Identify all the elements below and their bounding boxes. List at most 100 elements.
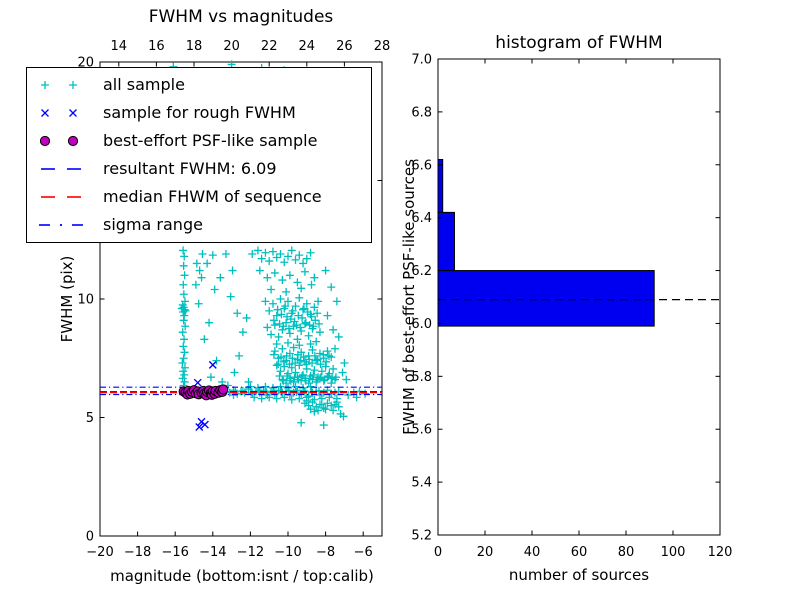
- scatter-plus-marker: [203, 259, 212, 268]
- scatter-plus-marker: [327, 379, 336, 388]
- scatter-plus-marker: [296, 323, 305, 332]
- scatter-plus-marker: [319, 404, 328, 413]
- scatter-plus-marker: [329, 364, 338, 373]
- scatter-plus-marker: [299, 370, 308, 379]
- scatter-plus-marker: [300, 267, 309, 276]
- scatter-plus-marker: [310, 407, 319, 416]
- histogram-bar: [437, 158, 444, 213]
- legend-item: all sample: [35, 72, 367, 99]
- scatter-plus-marker: [311, 316, 320, 325]
- scatter-plus-marker: [263, 323, 272, 332]
- scatter-plus-marker: [306, 248, 315, 257]
- scatter-plus-marker: [272, 394, 281, 403]
- scatter-plus-marker: [180, 370, 189, 379]
- tick-label: 24: [299, 39, 316, 54]
- scatter-plus-marker: [178, 328, 187, 337]
- scatter-plus-marker: [295, 341, 304, 350]
- scatter-plus-marker: [284, 338, 292, 347]
- scatter-plus-marker: [269, 386, 278, 395]
- scatter-plus-marker: [272, 311, 281, 320]
- scatter-plus-marker: [284, 324, 293, 333]
- scatter-plus-marker: [265, 306, 274, 315]
- tick-label: 14: [111, 39, 128, 54]
- scatter-plus-marker: [275, 372, 284, 381]
- scatter-plus-marker: [274, 360, 283, 369]
- scatter-plus-marker: [248, 249, 257, 258]
- scatter-plus-marker: [310, 366, 319, 375]
- tick-label: 18: [186, 39, 203, 54]
- tick-label: 6.0: [411, 317, 432, 332]
- scatter-plus-marker: [319, 421, 328, 430]
- histogram-bar: [437, 211, 455, 272]
- scatter-dot-marker: [218, 384, 229, 395]
- legend-item-label: best-effort PSF-like sample: [103, 131, 318, 150]
- scatter-plus-marker: [298, 313, 307, 322]
- legend-item: best-effort PSF-like sample: [35, 128, 367, 155]
- scatter-plus-marker: [279, 376, 288, 385]
- scatter-plus-marker: [180, 271, 189, 280]
- scatter-plus-marker: [198, 249, 207, 258]
- scatter-plus-marker: [288, 306, 297, 315]
- scatter-plus-marker: [254, 386, 263, 395]
- tick-label: −6: [354, 545, 373, 560]
- tick-label: 5.4: [411, 476, 432, 491]
- tick-label: 28: [374, 39, 391, 54]
- scatter-plus-marker: [235, 351, 244, 360]
- tick-label: 6.2: [411, 264, 432, 279]
- scatter-plus-marker: [179, 342, 188, 351]
- scatter-plus-marker: [327, 283, 336, 292]
- scatter-plus-marker: [312, 337, 321, 346]
- tick-label: −10: [274, 545, 301, 560]
- scatter-plus-marker: [293, 335, 302, 344]
- tick-label: 26: [336, 39, 353, 54]
- scatter-x-marker: [208, 360, 217, 369]
- scatter-plus-marker: [339, 412, 348, 421]
- tick-label: 60: [571, 545, 588, 560]
- scatter-plus-marker: [323, 347, 332, 356]
- scatter-plus-marker: [323, 311, 332, 320]
- left-plot-title: FWHM vs magnitudes: [148, 7, 334, 27]
- scatter-plus-marker: [280, 393, 289, 402]
- scatter-plus-marker: [281, 302, 290, 311]
- scatter-plus-marker: [331, 344, 339, 353]
- tick-label: 0: [434, 545, 442, 560]
- scatter-plus-marker: [180, 363, 189, 372]
- legend-dot-mark: [59, 223, 63, 227]
- scatter-plus-marker: [265, 393, 274, 402]
- legend-item: resultant FWHM: 6.09: [35, 156, 367, 183]
- scatter-plus-marker: [278, 276, 287, 285]
- x-legend-marker: [41, 109, 77, 117]
- scatter-plus-marker: [307, 312, 316, 321]
- scatter-plus-marker: [299, 304, 308, 313]
- scatter-plus-marker: [274, 332, 283, 341]
- scatter-plus-marker: [180, 377, 189, 386]
- tick-label: 40: [524, 545, 541, 560]
- tick-label: 20: [477, 545, 494, 560]
- legend-item: median FHWM of sequence: [35, 184, 367, 211]
- scatter-plus-marker: [268, 299, 277, 308]
- scatter-plus-marker: [329, 406, 338, 415]
- scatter-plus-marker: [272, 340, 281, 349]
- scatter-plus-marker: [177, 304, 186, 313]
- scatter-plus-marker: [261, 248, 270, 257]
- tick-label: 100: [661, 545, 686, 560]
- scatter-plus-marker: [315, 386, 324, 395]
- scatter-plus-marker: [295, 394, 304, 403]
- scatter-plus-marker: [263, 273, 272, 282]
- scatter-plus-marker: [272, 361, 281, 370]
- scatter-plus-marker: [180, 335, 189, 344]
- histogram-bar: [437, 270, 655, 327]
- scatter-plus-marker: [279, 322, 288, 331]
- scatter-plus-marker: [293, 350, 302, 359]
- tick-label: 7.0: [411, 53, 432, 68]
- scatter-plus-marker: [300, 319, 309, 328]
- scatter-plus-marker: [178, 358, 187, 367]
- left-plot-ylabel: FWHM (pix): [58, 255, 76, 343]
- scatter-plus-marker: [293, 278, 302, 287]
- scatter-plus-marker: [257, 254, 266, 263]
- scatter-plus-marker: [282, 287, 291, 296]
- scatter-plus-marker: [291, 255, 300, 264]
- tick-label: −8: [316, 545, 335, 560]
- scatter-plus-marker: [276, 382, 285, 391]
- scatter-plus-marker: [265, 257, 274, 266]
